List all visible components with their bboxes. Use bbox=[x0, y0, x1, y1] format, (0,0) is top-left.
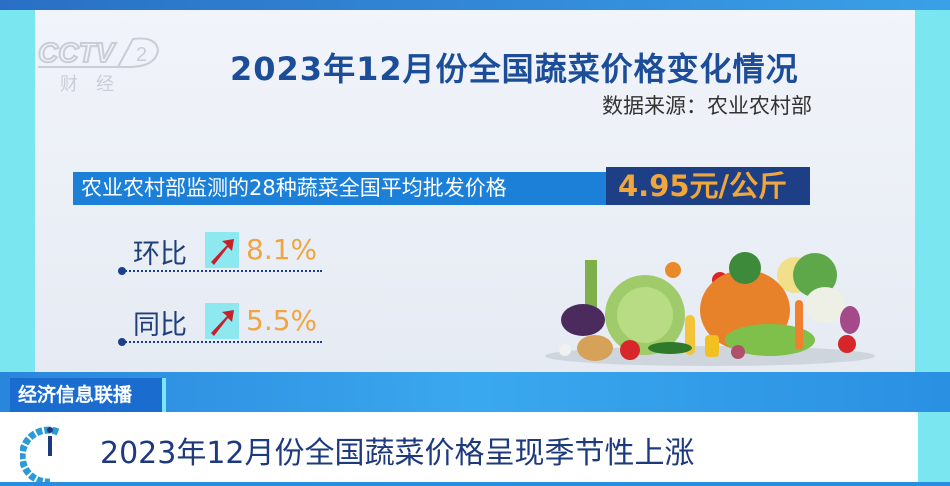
yoy-label: 同比 bbox=[133, 310, 187, 341]
data-source: 数据来源：农业农村部 bbox=[602, 94, 812, 118]
up-arrow-icon bbox=[205, 232, 239, 268]
vegetables-illustration bbox=[545, 240, 875, 368]
bullet-dot bbox=[118, 267, 126, 275]
headline-bar-edge bbox=[918, 412, 950, 482]
price-label: 农业农村部监测的28种蔬菜全国平均批发价格 bbox=[73, 172, 606, 205]
cctv2-logo: CCTV 2 财 经 bbox=[37, 34, 163, 95]
price-value: 4.95元/公斤 bbox=[606, 167, 810, 205]
svg-text:财 经: 财 经 bbox=[60, 74, 114, 94]
up-arrow-icon bbox=[205, 303, 239, 339]
svg-text:CCTV: CCTV bbox=[38, 37, 117, 68]
dotted-divider bbox=[122, 341, 322, 343]
bullet-dot bbox=[118, 338, 126, 346]
left-frame-bar bbox=[0, 10, 35, 372]
channel-c-logo bbox=[18, 420, 70, 486]
news-headline: 2023年12月份全国蔬菜价格呈现季节性上涨 bbox=[100, 436, 695, 471]
program-tag: 经济信息联播 bbox=[10, 378, 166, 412]
mom-label: 环比 bbox=[133, 239, 187, 270]
right-frame-bar bbox=[915, 10, 950, 372]
yoy-value: 5.5% bbox=[246, 304, 318, 337]
infographic-title: 2023年12月份全国蔬菜价格变化情况 bbox=[230, 50, 799, 88]
svg-text:2: 2 bbox=[136, 44, 147, 66]
mom-value: 8.1% bbox=[246, 233, 318, 266]
top-strip bbox=[0, 0, 950, 10]
headline-bar bbox=[0, 412, 918, 482]
dotted-divider bbox=[122, 270, 322, 272]
